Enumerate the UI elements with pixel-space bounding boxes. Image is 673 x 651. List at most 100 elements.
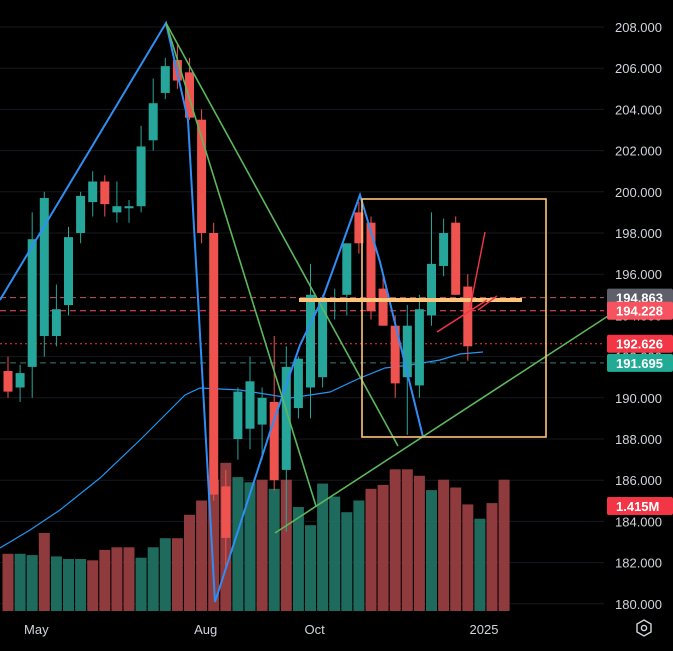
- candle-body: [197, 119, 207, 233]
- y-tick-label: 208.000: [615, 20, 662, 35]
- volume-bar: [14, 553, 26, 611]
- candle-body: [451, 222, 461, 295]
- volume-bars: [2, 462, 510, 611]
- y-tick-label: 184.000: [615, 514, 662, 529]
- volume-bar: [486, 503, 498, 611]
- volume-bar: [256, 479, 268, 611]
- volume-bar: [365, 488, 377, 611]
- green-fan-line[interactable]: [165, 22, 399, 447]
- candle-body: [221, 486, 231, 538]
- green-fan-line[interactable]: [165, 22, 317, 507]
- volume-bar: [244, 482, 256, 611]
- red-trendline[interactable]: [469, 231, 486, 309]
- candle-body: [148, 103, 158, 141]
- y-tick-label: 204.000: [615, 102, 662, 117]
- x-tick-label: Aug: [194, 622, 217, 637]
- y-tick-label: 188.000: [615, 432, 662, 447]
- volume-bar: [208, 479, 220, 611]
- volume-bar: [268, 488, 280, 611]
- y-axis[interactable]: 208.000 206.000 204.000 202.000 200.000 198.0…: [615, 20, 662, 612]
- candle-body: [293, 358, 303, 409]
- drawing-tools[interactable]: [0, 20, 609, 603]
- range-rectangle[interactable]: [361, 198, 547, 438]
- candle-body: [427, 263, 436, 316]
- candle-body: [136, 146, 146, 207]
- volume-bar: [75, 559, 87, 611]
- volume-bar: [426, 490, 437, 611]
- volume-bar: [232, 477, 244, 611]
- x-axis[interactable]: May Aug Oct 2025: [24, 622, 498, 637]
- y-tick-label: 180.000: [615, 597, 662, 612]
- volume-bar: [99, 549, 111, 611]
- candle-body: [112, 206, 122, 213]
- volume-bar: [196, 500, 208, 611]
- candle-body: [354, 212, 364, 244]
- blue-trend-path[interactable]: [0, 20, 424, 603]
- x-tick-label: 2025: [470, 622, 499, 637]
- volume-bar: [292, 507, 304, 611]
- settings-icon[interactable]: [636, 619, 652, 637]
- candle-body: [366, 222, 376, 312]
- candle-body: [15, 373, 25, 388]
- candle-body: [318, 298, 328, 378]
- candle-body: [209, 233, 219, 495]
- candle-body: [402, 325, 412, 378]
- candle-body: [3, 371, 13, 392]
- volume-bar: [123, 547, 135, 611]
- price-tag-label: 194.228: [616, 304, 663, 319]
- candle-body: [100, 181, 110, 205]
- y-tick-label: 200.000: [615, 185, 662, 200]
- volume-bar: [389, 469, 401, 611]
- candle-body: [463, 286, 473, 347]
- volume-bar: [498, 479, 510, 611]
- x-tick-label: May: [24, 622, 49, 637]
- candle-body: [88, 181, 98, 203]
- volume-bar: [413, 475, 425, 611]
- volume-bar: [329, 496, 341, 611]
- candle-body: [64, 237, 73, 306]
- volume-bar: [280, 479, 292, 611]
- volume-bar: [87, 560, 99, 611]
- candle-body: [281, 366, 291, 470]
- candle-body: [342, 243, 352, 295]
- candle-body: [390, 325, 400, 384]
- y-tick-label: 198.000: [615, 226, 662, 241]
- price-tag-label: 191.695: [616, 356, 663, 371]
- y-tick-label: 196.000: [615, 267, 662, 282]
- candle-body: [233, 391, 243, 439]
- volume-bar: [317, 483, 329, 611]
- candle-body: [185, 72, 194, 118]
- red-trendline[interactable]: [477, 295, 498, 311]
- volume-bar: [26, 555, 38, 611]
- candle-body: [439, 233, 449, 266]
- candle-body: [27, 239, 37, 367]
- green-trendline[interactable]: [274, 315, 609, 534]
- volume-bar: [377, 484, 389, 611]
- candlesticks: [3, 43, 473, 567]
- y-tick-label: 182.000: [615, 556, 662, 571]
- x-tick-label: Oct: [304, 622, 325, 637]
- candle-body: [39, 197, 49, 336]
- volume-bar: [159, 538, 171, 611]
- volume-bar: [305, 525, 316, 611]
- volume-bar: [63, 559, 74, 611]
- volume-bar: [462, 504, 474, 611]
- price-tag-label: 192.626: [616, 337, 663, 352]
- red-trendline[interactable]: [436, 299, 488, 333]
- candle-body: [160, 66, 170, 93]
- volume-bar: [438, 479, 450, 611]
- volume-bar: [353, 500, 365, 611]
- volume-bar: [184, 514, 195, 611]
- y-tick-label: 206.000: [615, 61, 662, 76]
- volume-bar: [450, 487, 462, 611]
- price-tag: [607, 353, 673, 372]
- volume-bar: [341, 512, 353, 611]
- price-tag: [607, 301, 673, 320]
- volume-bar: [171, 538, 183, 611]
- volume-bar: [135, 557, 147, 611]
- candle-body: [245, 381, 255, 429]
- candle-body: [414, 309, 424, 386]
- price-tag: [607, 497, 673, 515]
- price-lines: [0, 297, 604, 364]
